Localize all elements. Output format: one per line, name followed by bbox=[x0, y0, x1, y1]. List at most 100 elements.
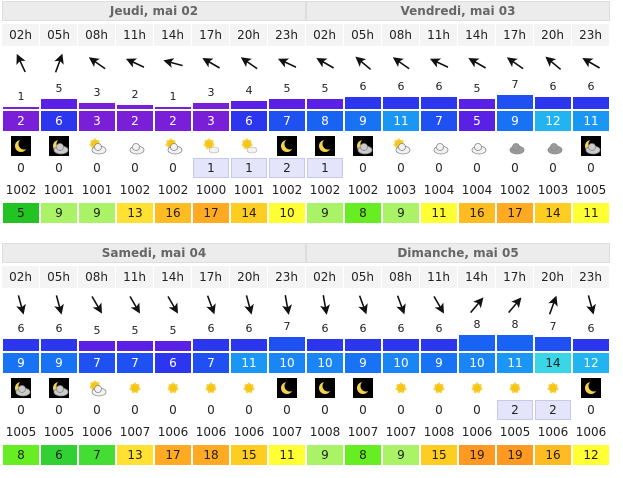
arrow-icon bbox=[88, 57, 106, 70]
hour: 05h bbox=[344, 24, 382, 46]
weather-icon bbox=[344, 377, 382, 399]
wind-speed: 7 bbox=[511, 77, 519, 91]
wind-speed: 3 bbox=[207, 85, 215, 99]
wind-bar bbox=[117, 341, 153, 351]
wind-bar bbox=[3, 107, 39, 109]
wind-arrow bbox=[458, 51, 496, 75]
precip: 0 bbox=[397, 403, 405, 417]
wind-bar bbox=[269, 99, 305, 109]
wind-bar bbox=[459, 335, 495, 351]
wind-speed: 6 bbox=[207, 321, 215, 335]
wind-arrow bbox=[344, 51, 382, 75]
gust: 7 bbox=[193, 353, 229, 373]
gust: 3 bbox=[193, 111, 229, 131]
wind-speed: 7 bbox=[549, 319, 557, 333]
wind-bar bbox=[155, 107, 191, 109]
wind-speed: 8 bbox=[511, 317, 519, 331]
temp: 19 bbox=[459, 445, 495, 465]
wind-speed: 8 bbox=[473, 317, 481, 331]
weather-icon bbox=[344, 135, 382, 157]
wind-bar bbox=[307, 339, 343, 351]
gust: 2 bbox=[155, 111, 191, 131]
hour: 17h bbox=[496, 266, 534, 288]
arrow-icon bbox=[507, 297, 522, 314]
temp: 15 bbox=[421, 445, 457, 465]
wind-arrow bbox=[154, 51, 192, 75]
pressure: 1006 bbox=[461, 425, 493, 439]
arrow-icon bbox=[163, 58, 183, 68]
temp: 16 bbox=[459, 203, 495, 223]
precip: 1 bbox=[193, 158, 229, 178]
precip: 0 bbox=[587, 403, 595, 417]
hour: 05h bbox=[40, 24, 78, 46]
arrow-icon bbox=[392, 57, 410, 70]
wind-arrow bbox=[534, 293, 572, 317]
temp: 10 bbox=[269, 203, 305, 223]
wind-speed: 2 bbox=[131, 87, 139, 101]
day-header: Vendredi, mai 03 bbox=[306, 1, 610, 21]
wind-speed: 6 bbox=[587, 79, 595, 93]
wind-arrow bbox=[230, 293, 268, 317]
hour: 20h bbox=[534, 266, 572, 288]
wind-speed: 3 bbox=[93, 85, 101, 99]
hour: 08h bbox=[78, 266, 116, 288]
wind-speed: 6 bbox=[587, 321, 595, 335]
wind-speed: 5 bbox=[283, 81, 291, 95]
weather-icon bbox=[2, 135, 40, 157]
arrow-icon bbox=[91, 295, 102, 314]
precip: 0 bbox=[93, 161, 101, 175]
wind-bar bbox=[41, 99, 77, 109]
gust: 9 bbox=[345, 111, 381, 131]
temp: 17 bbox=[193, 203, 229, 223]
pressure: 1007 bbox=[271, 425, 303, 439]
arrow-icon bbox=[167, 295, 178, 314]
wind-bar bbox=[193, 339, 229, 351]
hour: 14h bbox=[458, 266, 496, 288]
precip: 0 bbox=[511, 161, 519, 175]
wind-arrow bbox=[40, 51, 78, 75]
gust: 9 bbox=[41, 353, 77, 373]
arrow-icon bbox=[54, 53, 64, 73]
temp: 17 bbox=[155, 445, 191, 465]
pressure: 1006 bbox=[157, 425, 189, 439]
hour: 05h bbox=[344, 266, 382, 288]
wind-speed: 6 bbox=[359, 79, 367, 93]
wind-arrow bbox=[2, 293, 40, 317]
wind-bar bbox=[535, 97, 571, 109]
weather-icon bbox=[382, 135, 420, 157]
arrow-icon bbox=[320, 295, 330, 315]
weather-icon bbox=[306, 135, 344, 157]
gust: 12 bbox=[573, 353, 609, 373]
hour: 11h bbox=[116, 266, 154, 288]
precip: 1 bbox=[307, 158, 343, 178]
pressure: 1008 bbox=[423, 425, 455, 439]
pressure: 1002 bbox=[347, 183, 379, 197]
arrow-icon bbox=[545, 56, 562, 71]
hour: 17h bbox=[192, 266, 230, 288]
precip: 0 bbox=[131, 403, 139, 417]
weather-icon bbox=[192, 135, 230, 157]
weather-icon bbox=[116, 377, 154, 399]
hour: 20h bbox=[230, 24, 268, 46]
pressure: 1000 bbox=[195, 183, 227, 197]
wind-bar bbox=[41, 339, 77, 351]
weather-icon bbox=[154, 377, 192, 399]
arrow-icon bbox=[129, 295, 140, 314]
precip: 0 bbox=[321, 403, 329, 417]
weather-icon bbox=[306, 377, 344, 399]
precip: 0 bbox=[17, 161, 25, 175]
wind-arrow bbox=[420, 293, 458, 317]
temp: 18 bbox=[193, 445, 229, 465]
arrow-icon bbox=[586, 295, 596, 315]
hour: 14h bbox=[458, 24, 496, 46]
precip: 0 bbox=[435, 403, 443, 417]
gust: 6 bbox=[155, 353, 191, 373]
hour: 23h bbox=[268, 266, 306, 288]
precip: 0 bbox=[207, 403, 215, 417]
pressure: 1005 bbox=[575, 183, 607, 197]
wind-speed: 5 bbox=[169, 323, 177, 337]
wind-arrow bbox=[420, 51, 458, 75]
wind-bar bbox=[231, 339, 267, 351]
pressure: 1007 bbox=[385, 425, 417, 439]
wind-speed: 1 bbox=[169, 89, 177, 103]
